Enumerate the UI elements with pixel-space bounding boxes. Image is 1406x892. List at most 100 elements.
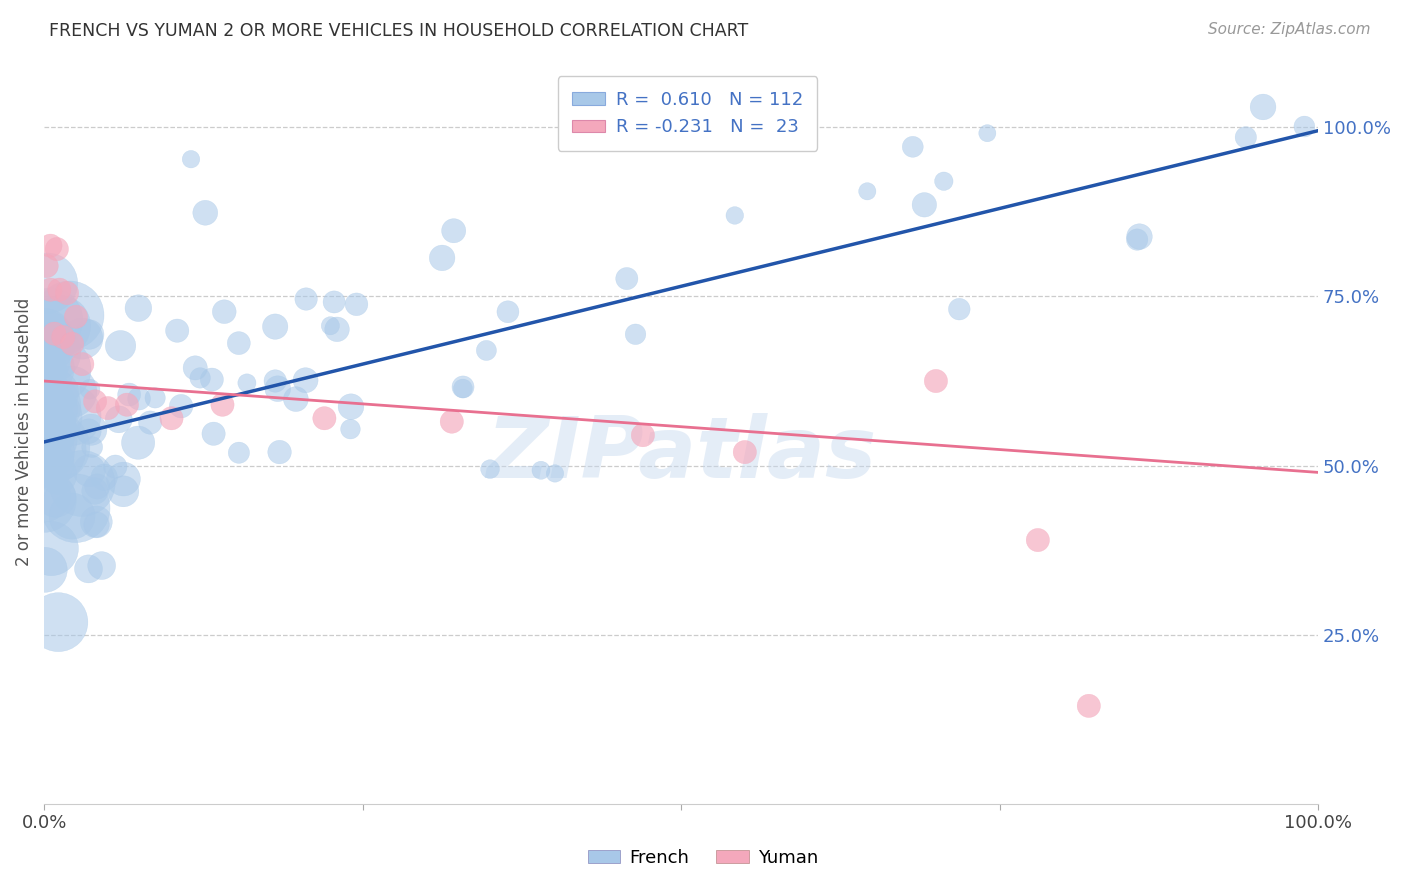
Point [70,332,93,346]
Point [976,126,998,140]
Point [49,319,72,334]
Point [79,382,101,396]
Point [44,326,66,341]
Point [127,435,149,450]
Point [35,355,58,369]
Point [110,339,132,353]
Point [37,455,59,469]
Point [1294,120,1316,134]
Point [339,422,361,436]
Point [45,242,67,256]
Point [35,259,58,273]
Point [631,428,654,442]
Point [475,343,498,358]
Point [46,468,69,483]
Point [184,360,207,375]
Point [84,394,107,409]
Point [34,362,56,376]
Point [97,401,120,416]
Point [34,334,56,349]
Point [32,422,55,436]
Point [60,336,83,351]
Point [228,336,250,351]
Text: ZIPatlas: ZIPatlas [486,413,876,496]
Point [127,301,149,315]
Point [264,374,287,388]
Point [1234,130,1257,145]
Point [1128,229,1150,244]
Point [38,426,60,441]
Point [44,440,66,454]
Point [39,238,62,252]
Point [59,408,82,422]
Point [326,322,349,336]
Point [264,319,287,334]
Point [202,426,225,441]
Point [160,411,183,425]
Point [60,509,83,524]
Point [319,318,342,333]
Point [340,400,363,414]
Point [228,446,250,460]
Point [77,327,100,342]
Point [430,251,453,265]
Point [212,304,235,318]
Point [86,479,108,493]
Point [45,385,67,400]
Point [65,310,87,324]
Point [912,198,935,212]
Point [70,476,93,491]
Point [314,411,336,425]
Legend: R =  0.610   N = 112, R = -0.231   N =  23: R = 0.610 N = 112, R = -0.231 N = 23 [558,76,817,151]
Point [188,371,211,385]
Point [86,517,108,532]
Point [1077,698,1099,713]
Point [443,224,465,238]
Point [46,362,69,376]
Point [267,382,290,396]
Point [616,271,638,285]
Point [201,373,224,387]
Point [84,484,107,499]
Point [39,313,62,327]
Point [295,292,318,306]
Point [41,409,63,424]
Point [112,472,135,486]
Point [734,445,756,459]
Point [624,327,647,342]
Point [41,442,63,457]
Point [451,382,474,396]
Point [77,464,100,478]
Point [45,490,67,504]
Point [37,276,59,290]
Point [48,615,70,629]
Point [32,330,55,344]
Point [166,324,188,338]
Point [84,515,107,529]
Point [284,392,307,406]
Point [32,419,55,434]
Point [59,309,82,323]
Point [901,140,924,154]
Point [143,391,166,405]
Point [32,457,55,471]
Point [65,501,87,516]
Point [82,440,104,454]
Point [1251,100,1274,114]
Point [34,402,56,417]
Point [294,373,316,387]
Point [1126,233,1149,247]
Point [180,152,202,166]
Point [56,286,79,301]
Point [80,423,103,437]
Legend: French, Yuman: French, Yuman [581,842,825,874]
Point [925,374,948,388]
Point [39,541,62,556]
Point [77,424,100,438]
Point [530,463,553,477]
Point [48,283,70,297]
Point [451,380,474,394]
Point [93,470,115,484]
Point [38,463,60,477]
Point [346,297,368,311]
